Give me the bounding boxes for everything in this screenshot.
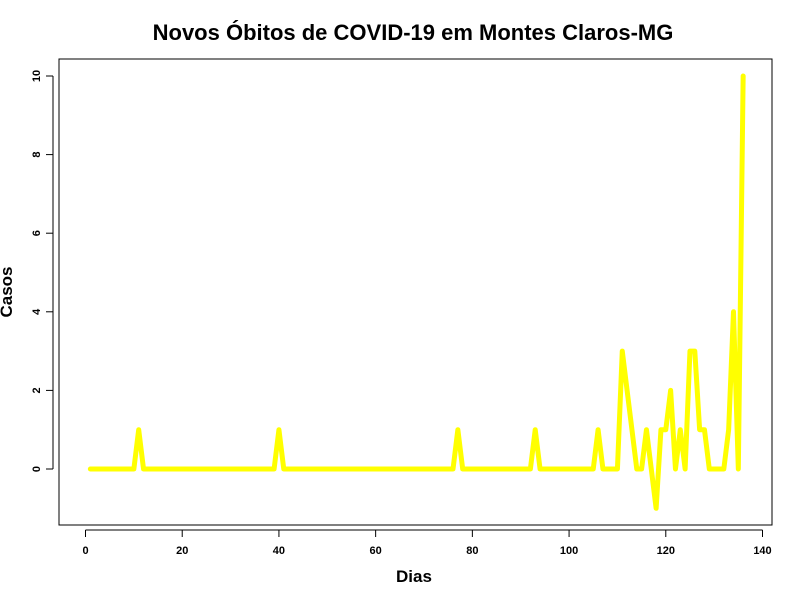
x-tick-label: 60	[370, 545, 382, 557]
y-axis-title: Casos	[0, 266, 16, 317]
y-tick-label: 10	[31, 70, 43, 82]
chart-title: Novos Óbitos de COVID-19 em Montes Claro…	[153, 20, 674, 45]
x-axis-title: Dias	[396, 567, 432, 586]
x-tick-label: 140	[753, 545, 771, 557]
y-tick-label: 6	[31, 230, 43, 236]
x-tick-label: 0	[82, 545, 88, 557]
y-tick-label: 8	[31, 152, 43, 158]
x-tick-label: 100	[560, 545, 578, 557]
y-tick-label: 0	[31, 466, 43, 472]
x-tick-label: 20	[176, 545, 188, 557]
x-tick-label: 40	[273, 545, 285, 557]
y-tick-label: 4	[31, 308, 43, 315]
x-tick-label: 80	[466, 545, 478, 557]
y-tick-label: 2	[31, 387, 43, 393]
x-tick-label: 120	[657, 545, 675, 557]
